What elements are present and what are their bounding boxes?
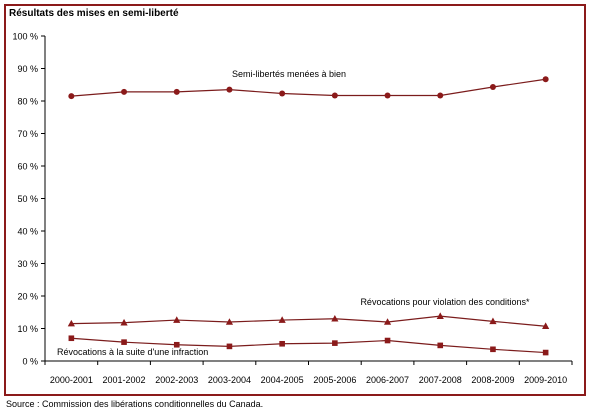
data-point [489, 84, 496, 91]
chart-title: Résultats des mises en semi-liberté [9, 8, 179, 19]
x-tick-label: 2001-2002 [103, 375, 146, 385]
data-point [68, 93, 75, 100]
y-tick-label: 40 % [17, 227, 38, 237]
data-point [331, 314, 339, 322]
series-label: Semi-libertés menées à bien [232, 69, 346, 79]
x-tick-label: 2007-2008 [419, 375, 462, 385]
y-tick-label: 70 % [17, 129, 38, 139]
data-point [278, 316, 286, 323]
series-label: Révocations pour violation des condition… [360, 297, 530, 307]
data-point [542, 76, 549, 83]
data-point [490, 346, 496, 353]
y-tick-label: 20 % [17, 292, 38, 302]
x-tick-label: 2009-2010 [524, 375, 567, 385]
series-line [71, 337, 546, 354]
y-tick-label: 30 % [17, 259, 38, 269]
x-tick-label: 2005-2006 [313, 375, 356, 385]
data-point [383, 318, 392, 325]
x-tick-label: 2002-2003 [155, 375, 198, 385]
data-point [542, 322, 550, 330]
data-point [384, 92, 391, 99]
y-tick-label: 80 % [17, 97, 38, 107]
source-note: Source : Commission des libérations cond… [6, 399, 264, 409]
data-point [489, 317, 497, 325]
chart-frame [4, 4, 586, 396]
y-tick-label: 60 % [17, 162, 38, 172]
data-point [173, 88, 180, 95]
data-point [437, 342, 444, 349]
data-point [279, 90, 286, 97]
data-point [437, 92, 444, 99]
y-tick-label: 90 % [17, 64, 38, 74]
data-point [332, 340, 338, 346]
series-label: Révocations à la suite d'une infraction [57, 347, 208, 357]
data-point [67, 319, 75, 327]
y-tick-label: 100 % [12, 32, 38, 42]
data-point [279, 340, 285, 347]
y-tick-label: 50 % [17, 194, 38, 204]
data-point [384, 337, 391, 344]
y-tick-label: 0 % [22, 357, 38, 367]
data-point [121, 88, 128, 95]
x-tick-label: 2003-2004 [208, 375, 251, 385]
data-point [173, 341, 180, 348]
data-point [120, 318, 128, 326]
x-tick-label: 2000-2001 [50, 375, 93, 385]
y-tick-label: 10 % [17, 324, 38, 334]
series-line [71, 315, 546, 327]
x-tick-label: 2008-2009 [471, 375, 514, 385]
data-point [226, 343, 233, 350]
data-point [226, 86, 233, 93]
x-tick-label: 2004-2005 [261, 375, 304, 385]
series-line [71, 78, 546, 97]
data-point [121, 339, 127, 345]
data-point [542, 349, 549, 356]
data-point [331, 92, 338, 99]
data-point [68, 335, 75, 342]
data-point [225, 318, 234, 325]
data-point [436, 312, 444, 319]
x-tick-label: 2006-2007 [366, 375, 409, 385]
data-point [173, 316, 181, 323]
